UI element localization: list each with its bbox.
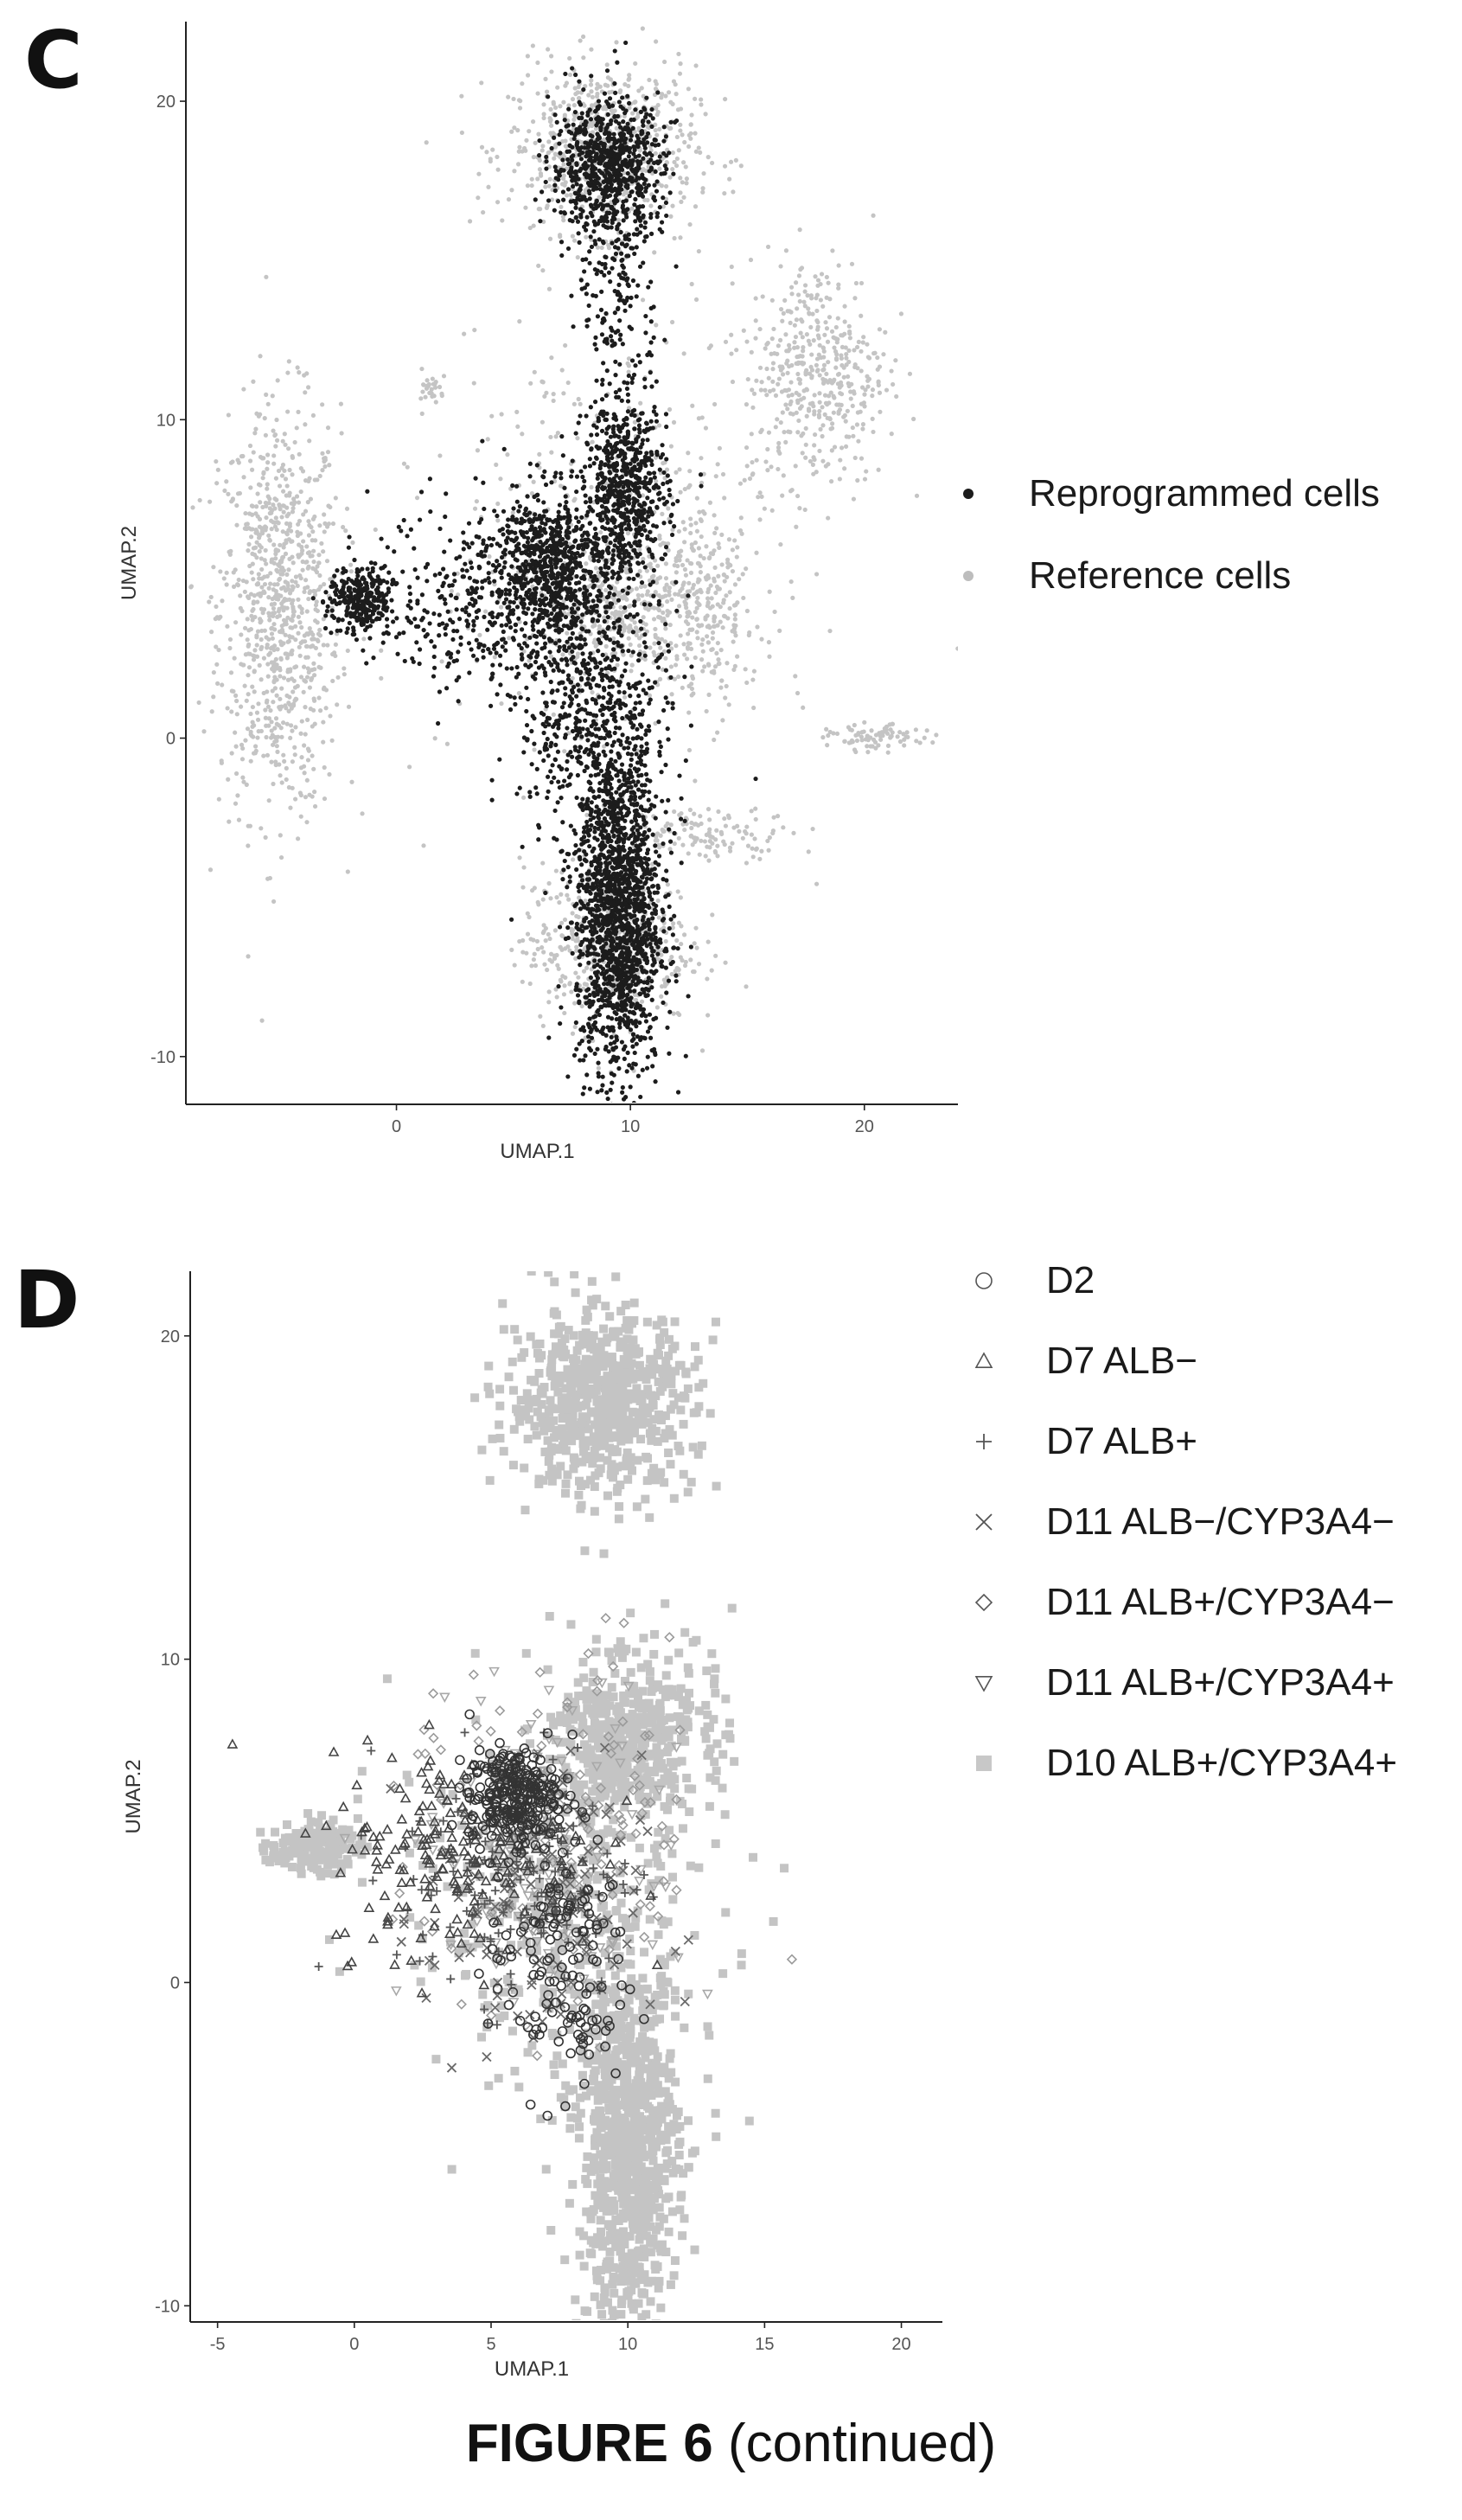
x-axis-title: UMAP.1 [500,1140,574,1163]
y-tick-label: 10 [156,411,176,430]
figure-number: FIGURE 6 [465,2414,713,2473]
x-tick-label: 0 [392,1117,401,1136]
x-axis-title: UMAP.1 [495,2357,569,2381]
legend-label: D2 [1046,1259,1095,1302]
chart-c-umap-scatter: 0 10 20 -10 0 10 20 UMAP.1 UMAP.2 Reprogrammed ce… [118,22,1380,1163]
legend-key [976,1756,992,1771]
legend-key [974,1352,993,1368]
panel-letter-c: C [24,14,83,106]
legend-key [974,1676,993,1692]
legend-key [963,571,974,581]
legend-item: D11 ALB−/CYP3A4− [975,1500,1395,1543]
y-tick-label: 20 [156,93,176,112]
x-tick-label: 15 [755,2335,774,2354]
y-tick-label: 0 [166,730,176,749]
x-tick-label: 20 [855,1117,874,1136]
legend-item: D7 ALB− [974,1340,1197,1382]
legend-label: Reprogrammed cells [1029,472,1380,515]
legend-label: D10 ALB+/CYP3A4+ [1046,1742,1397,1784]
legend-label: D11 ALB+/CYP3A4+ [1046,1661,1395,1704]
legend-key [976,1434,992,1449]
axes: -5 0 5 10 15 20 -10 0 10 20 UMAP.1 UMAP.2 [122,1271,942,2381]
legend-item: D10 ALB+/CYP3A4+ [976,1742,1397,1784]
legend-item: D7 ALB+ [976,1420,1197,1462]
x-tick-label: 0 [349,2335,359,2354]
scatter-points [227,1271,798,2320]
legend-key [975,1272,993,1289]
legend-label: Reference cells [1029,554,1291,597]
panel-letter-d: D [14,1254,80,1346]
x-tick-label: 20 [891,2335,910,2354]
x-tick-label: 5 [486,2335,495,2354]
legend: Reprogrammed cells Reference cells [963,472,1380,597]
y-tick-label: 0 [170,1973,180,1992]
scatter-points [188,26,958,1103]
axes: 0 10 20 -10 0 10 20 UMAP.1 UMAP.2 [118,22,958,1163]
legend-item: D2 [975,1259,1095,1302]
legend-item: Reprogrammed cells [963,472,1380,515]
legend-key [974,1593,993,1612]
series-reprogrammed-cells [310,40,758,1103]
series-d10-alb-cyp3a4 [256,1271,789,2320]
y-tick-label: -10 [150,1048,176,1067]
x-tick-label: -5 [210,2335,226,2354]
figure-caption: FIGURE 6 (continued) [0,2413,1462,2474]
legend-item: Reference cells [963,554,1291,597]
series-d2 [446,1709,649,2121]
x-tick-label: 10 [621,1117,640,1136]
legend-key [975,1513,993,1531]
legend-item: D11 ALB+/CYP3A4+ [974,1661,1395,1704]
figure-suffix: (continued) [727,2414,997,2473]
legend-label: D11 ALB−/CYP3A4− [1046,1500,1395,1543]
legend-key [963,489,974,499]
legend-label: D11 ALB+/CYP3A4− [1046,1581,1395,1623]
legend-label: D7 ALB− [1046,1340,1197,1382]
legend-item: D11 ALB+/CYP3A4− [974,1581,1395,1623]
y-tick-label: 10 [161,1651,180,1670]
y-tick-label: 20 [161,1327,180,1346]
legend-label: D7 ALB+ [1046,1420,1197,1462]
legend: D2 D7 ALB− D7 ALB+ D11 ALB−/CYP3A4− D11 ALB+… [974,1259,1397,1784]
y-tick-label: -10 [155,2297,180,2316]
y-axis-title: UMAP.2 [118,526,141,600]
x-tick-label: 10 [618,2335,637,2354]
y-axis-title: UMAP.2 [122,1759,145,1833]
